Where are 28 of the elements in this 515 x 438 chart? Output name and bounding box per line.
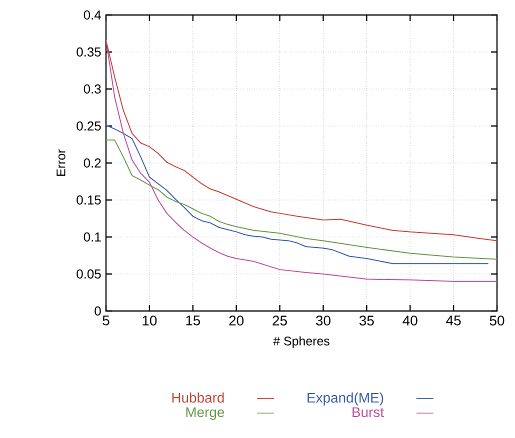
y-tick-label: 0.1 bbox=[84, 232, 101, 242]
legend-label: Hubbard bbox=[172, 392, 224, 403]
y-tick-label: 0.25 bbox=[76, 121, 101, 131]
x-tick-label: 5 bbox=[102, 316, 110, 326]
legend-label: Merge bbox=[186, 407, 224, 420]
legend-label: Burst bbox=[352, 407, 384, 418]
y-tick-label: 0 bbox=[94, 306, 101, 316]
y-tick-label: 0.4 bbox=[84, 10, 101, 20]
x-tick-label: 25 bbox=[272, 316, 287, 326]
x-tick-label: 40 bbox=[402, 316, 418, 326]
x-tick-label: 10 bbox=[142, 316, 157, 326]
line-series bbox=[106, 40, 498, 282]
y-tick-label: 0.05 bbox=[76, 269, 101, 279]
y-tick-label: 0.2 bbox=[84, 158, 101, 168]
x-tick-label: 30 bbox=[316, 316, 330, 326]
line-series bbox=[106, 140, 498, 260]
y-tick-label: 0.15 bbox=[76, 195, 101, 205]
x-tick-label: 50 bbox=[490, 316, 504, 326]
x-tick-label: 45 bbox=[446, 316, 461, 326]
x-tick-label: 20 bbox=[229, 316, 244, 326]
y-axis-title: Error bbox=[56, 149, 66, 176]
x-axis-title: # Spheres bbox=[273, 336, 330, 348]
y-tick-label: 0.35 bbox=[76, 47, 101, 57]
legend-label: Expand(ME) bbox=[308, 392, 384, 406]
y-tick-label: 0.3 bbox=[84, 84, 101, 94]
x-tick-label: 15 bbox=[186, 316, 200, 326]
x-tick-label: 35 bbox=[359, 316, 374, 326]
line-series bbox=[106, 40, 498, 242]
